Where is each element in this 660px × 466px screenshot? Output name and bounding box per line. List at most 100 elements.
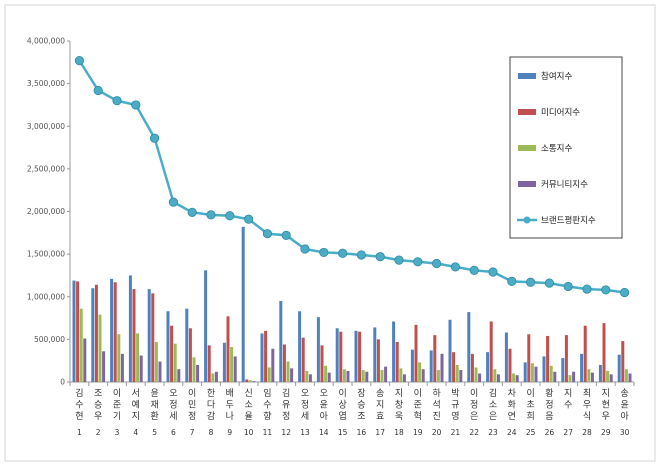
legend-label: 미디어지수: [541, 107, 580, 118]
bar-소통지수-30: [624, 369, 628, 382]
bar-미디어지수-11: [264, 330, 268, 382]
x-rank-label: 26: [545, 428, 555, 437]
x-rank-label: 13: [300, 428, 310, 437]
point-브랜드평판지수-7: [187, 207, 197, 217]
bar-참여지수-29: [598, 364, 602, 382]
bar-참여지수-10: [241, 226, 245, 382]
bar-참여지수-19: [410, 349, 414, 382]
bar-참여지수-2: [91, 288, 95, 382]
bar-미디어지수-3: [113, 282, 117, 382]
bar-커뮤니티지수-8: [214, 371, 218, 382]
bar-커뮤니티지수-9: [233, 356, 237, 382]
legend-swatch: [518, 145, 536, 151]
bar-커뮤니티지수-25: [534, 366, 538, 382]
bar-참여지수-27: [561, 358, 565, 382]
bar-커뮤니티지수-12: [290, 368, 294, 382]
point-브랜드평판지수-3: [112, 96, 122, 106]
bar-미디어지수-8: [207, 345, 211, 382]
bar-미디어지수-17: [376, 339, 380, 382]
bar-소통지수-17: [380, 370, 384, 382]
bar-소통지수-11: [267, 367, 271, 382]
bar-커뮤니티지수-26: [553, 371, 557, 382]
y-tick-label: 2,500,000: [27, 164, 65, 173]
bar-커뮤니티지수-10: [252, 381, 256, 382]
bar-커뮤니티지수-6: [177, 369, 181, 382]
bar-소통지수-18: [399, 368, 403, 382]
point-브랜드평판지수-13: [300, 244, 310, 254]
bar-소통지수-3: [117, 334, 121, 382]
bar-소통지수-8: [211, 373, 215, 382]
bar-소통지수-7: [192, 357, 196, 382]
bar-미디어지수-20: [433, 335, 437, 382]
bar-참여지수-18: [392, 321, 396, 382]
bar-소통지수-25: [530, 363, 534, 382]
x-rank-label: 24: [507, 428, 517, 437]
bar-미디어지수-30: [621, 341, 625, 382]
bar-소통지수-19: [418, 362, 422, 382]
x-rank-label: 17: [375, 428, 385, 437]
bar-참여지수-9: [222, 342, 226, 382]
point-브랜드평판지수-20: [431, 258, 442, 269]
legend-marker: [523, 216, 531, 224]
bar-참여지수-14: [316, 317, 320, 382]
bar-소통지수-10: [248, 380, 252, 382]
bar-소통지수-15: [342, 369, 346, 382]
bar-소통지수-23: [493, 369, 497, 382]
bar-참여지수-20: [429, 350, 433, 382]
bar-커뮤니티지수-2: [102, 351, 106, 382]
bar-소통지수-4: [136, 333, 140, 382]
point-브랜드평판지수-15: [337, 248, 348, 258]
bar-커뮤니티지수-17: [384, 366, 388, 382]
bar-커뮤니티지수-28: [590, 372, 594, 382]
point-브랜드평판지수-2: [93, 85, 103, 96]
point-브랜드평판지수-30: [619, 287, 630, 298]
bar-미디어지수-26: [546, 335, 550, 382]
bar-소통지수-2: [98, 314, 102, 382]
bar-커뮤니티지수-13: [308, 374, 312, 382]
y-tick-label: 1,000,000: [27, 292, 65, 301]
bar-소통지수-1: [79, 308, 83, 382]
point-브랜드평판지수-1: [74, 56, 85, 66]
bar-커뮤니티지수-29: [609, 374, 613, 382]
x-rank-label: 27: [563, 428, 573, 437]
bar-참여지수-12: [279, 301, 283, 382]
x-rank-label: 20: [432, 428, 442, 437]
bar-참여지수-3: [110, 278, 114, 382]
bar-참여지수-7: [185, 308, 189, 382]
legend-swatch: [518, 109, 536, 115]
bar-커뮤니티지수-4: [139, 355, 143, 382]
x-rank-label: 28: [582, 428, 592, 437]
bar-참여지수-26: [542, 356, 546, 382]
bar-커뮤니티지수-24: [515, 375, 519, 382]
bar-미디어지수-29: [602, 323, 606, 382]
x-rank-label: 30: [620, 428, 630, 437]
y-tick-label: 3,500,000: [27, 79, 65, 88]
point-브랜드평판지수-21: [450, 262, 460, 272]
bar-소통지수-20: [436, 370, 440, 382]
bar-참여지수-1: [72, 280, 76, 382]
x-rank-label: 8: [209, 428, 214, 437]
bar-미디어지수-19: [414, 324, 418, 382]
bar-커뮤니티지수-5: [158, 361, 162, 382]
point-브랜드평판지수-6: [168, 197, 178, 207]
bar-미디어지수-13: [301, 337, 305, 382]
x-rank-label: 16: [357, 428, 367, 437]
x-rank-label: 25: [526, 428, 536, 437]
x-rank-label: 15: [338, 428, 348, 437]
legend-label: 커뮤니티지수: [541, 179, 588, 190]
x-rank-label: 29: [601, 428, 611, 437]
